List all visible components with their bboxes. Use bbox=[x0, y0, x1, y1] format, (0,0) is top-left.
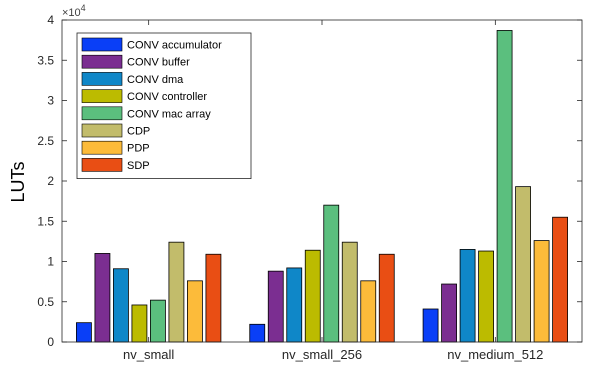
bar-1-4 bbox=[323, 204, 340, 343]
y-tick-label: 0.5 bbox=[37, 295, 54, 309]
axes-group: 0 0.5 1 1.5 2 2.5 3 3.5 4 nv_small nv_small_256 nv_… bbox=[37, 13, 583, 362]
x-category-label: nv_medium_512 bbox=[447, 347, 543, 362]
legend-entry-label: CONV controller bbox=[127, 91, 207, 103]
legend-entry-label: CDP bbox=[127, 126, 150, 138]
bar-0-7 bbox=[205, 253, 222, 343]
legend-swatch bbox=[81, 89, 123, 103]
y-tick-label: 2.5 bbox=[37, 134, 54, 148]
bar-1-1 bbox=[267, 270, 284, 343]
legend-swatch bbox=[81, 72, 123, 86]
y-exponent-label: ×104 bbox=[62, 3, 86, 19]
legend-swatch bbox=[81, 123, 123, 138]
x-category-label: nv_small_256 bbox=[282, 347, 362, 362]
bar-0-1 bbox=[94, 253, 111, 343]
bar-1-5 bbox=[341, 241, 358, 343]
bar-2-6 bbox=[533, 240, 550, 343]
legend: CONV accumulator CONV buffer CONV dma CONV … bbox=[76, 32, 252, 180]
y-axis-label: LUTs bbox=[8, 161, 28, 202]
legend-entry-label: PDP bbox=[127, 143, 150, 155]
bar-2-4 bbox=[496, 30, 513, 343]
legend-entry-label: CONV accumulator bbox=[127, 40, 222, 52]
bar-0-6 bbox=[187, 280, 203, 343]
y-tick-label: 3 bbox=[47, 94, 54, 108]
bar-2-1 bbox=[441, 283, 457, 343]
bar-2-7 bbox=[552, 216, 568, 343]
y-tick-label: 1 bbox=[47, 255, 54, 269]
legend-box bbox=[76, 32, 252, 180]
legend-swatch bbox=[81, 158, 123, 172]
bar-1-2 bbox=[286, 267, 303, 343]
bar-2-5 bbox=[515, 186, 531, 343]
bar-0-4 bbox=[150, 299, 166, 343]
legend-entry-label: SDP bbox=[127, 160, 150, 172]
legend-swatch bbox=[81, 37, 123, 52]
legend-swatch bbox=[81, 140, 123, 155]
y-tick-label: 4 bbox=[47, 13, 54, 27]
legend-swatch bbox=[81, 54, 123, 69]
x-category-label: nv_small bbox=[123, 347, 174, 362]
legend-entry-label: CONV mac array bbox=[127, 108, 211, 120]
bar-1-6 bbox=[360, 280, 377, 343]
bar-1-3 bbox=[304, 249, 321, 343]
legend-entry-label: CONV dma bbox=[127, 74, 184, 86]
bar-2-0 bbox=[422, 308, 439, 343]
legend-swatch bbox=[81, 106, 123, 121]
y-tick-label: 0 bbox=[47, 335, 54, 349]
bar-0-2 bbox=[113, 268, 129, 343]
bar-0-0 bbox=[76, 322, 92, 343]
bar-0-3 bbox=[131, 304, 148, 343]
y-tick-label: 1.5 bbox=[37, 214, 54, 228]
bar-1-7 bbox=[378, 253, 395, 343]
legend-entry-label: CONV buffer bbox=[127, 57, 190, 69]
y-tick-label: 2 bbox=[47, 174, 54, 188]
bars-group bbox=[76, 30, 568, 343]
bar-0-5 bbox=[168, 241, 185, 343]
bar-1-0 bbox=[249, 323, 266, 343]
bar-2-2 bbox=[459, 249, 476, 343]
bar-2-3 bbox=[478, 250, 494, 343]
y-tick-label: 3.5 bbox=[37, 53, 54, 67]
